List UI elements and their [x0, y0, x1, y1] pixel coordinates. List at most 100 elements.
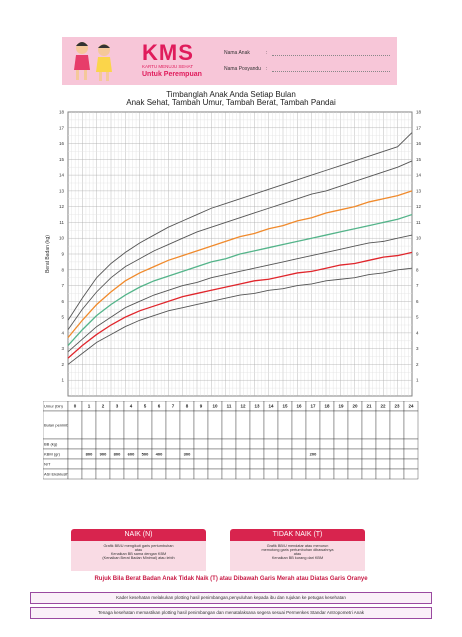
month-label: 0 — [74, 404, 77, 409]
table-cell — [375, 448, 391, 460]
children-illustration — [74, 42, 112, 81]
name-label: Nama Anak — [224, 50, 250, 56]
table-cell — [263, 438, 279, 450]
table-cell — [235, 438, 251, 450]
table-cell — [361, 468, 377, 480]
table-cell — [375, 410, 391, 440]
table-cell — [389, 410, 405, 440]
y-tick-left: 6 — [61, 299, 64, 304]
y-tick-right: 16 — [416, 141, 422, 146]
naik-box: Grafik BB/U mengikuti garis pertumbuhan … — [71, 541, 206, 571]
month-label: 4 — [130, 404, 133, 409]
growth-curve-2 — [67, 190, 413, 339]
month-label: 12 — [240, 404, 246, 409]
table-cell — [137, 410, 153, 440]
table-cell — [347, 448, 363, 460]
table-cell — [95, 438, 111, 450]
table-cell — [165, 468, 181, 480]
y-tick-right: 18 — [416, 110, 422, 115]
table-cell — [179, 410, 195, 440]
table-cell — [109, 468, 125, 480]
y-tick-left: 10 — [59, 236, 65, 241]
table-cell — [319, 458, 335, 470]
parent-field[interactable] — [272, 71, 390, 72]
table-cell — [305, 468, 321, 480]
table-cell — [277, 448, 293, 460]
kbm-value: 800 — [86, 452, 93, 457]
table-cell — [291, 448, 307, 460]
table-cell — [403, 458, 419, 470]
row-label: ASI Eksklusif — [44, 472, 68, 477]
y-tick-left: 1 — [61, 378, 64, 383]
table-cell — [389, 438, 405, 450]
header-banner — [62, 37, 397, 85]
table-cell — [109, 458, 125, 470]
table-cell — [333, 410, 349, 440]
row-label: N/T — [44, 462, 51, 467]
table-cell — [67, 448, 83, 460]
table-cell — [319, 438, 335, 450]
table-cell — [235, 458, 251, 470]
y-tick-right: 10 — [416, 236, 422, 241]
table-cell — [361, 438, 377, 450]
table-cell — [347, 458, 363, 470]
table-cell — [361, 448, 377, 460]
table-cell — [193, 458, 209, 470]
table-cell — [137, 458, 153, 470]
month-label: 23 — [394, 404, 400, 409]
tn-line2: memotong garis pertumbuhan dibawahnya — [261, 548, 334, 552]
kbm-value: 900 — [100, 452, 107, 457]
table-cell — [291, 438, 307, 450]
table-cell — [347, 410, 363, 440]
name-field[interactable] — [272, 55, 390, 56]
table-cell — [403, 448, 419, 460]
growth-curve-5 — [67, 251, 413, 359]
parent-colon: : — [266, 66, 268, 72]
month-label: 3 — [116, 404, 119, 409]
title-line1: Timbanglah Anak Anda Setiap Bulan — [166, 90, 296, 99]
month-label: 11 — [227, 404, 232, 409]
table-cell — [67, 438, 83, 450]
table-cell — [193, 468, 209, 480]
kbm-value: 200 — [310, 452, 317, 457]
table-cell — [81, 458, 97, 470]
table-cell — [165, 448, 181, 460]
y-tick-left: 12 — [59, 204, 65, 209]
y-tick-left: 7 — [61, 283, 64, 288]
note-cadre: Kader kesehatan melakukan plotting hasil… — [30, 592, 432, 604]
table-cell — [179, 468, 195, 480]
table-cell — [81, 468, 97, 480]
table-cell — [151, 410, 167, 440]
growth-curve-1 — [67, 160, 413, 330]
table-cell — [249, 468, 265, 480]
y-tick-right: 13 — [416, 188, 422, 193]
y-tick-left: 15 — [59, 157, 65, 162]
row-label: Bulan penimbangan — [44, 423, 80, 428]
y-tick-left: 17 — [59, 125, 65, 130]
month-label: 24 — [408, 404, 414, 409]
table-cell — [319, 468, 335, 480]
table-cell — [375, 468, 391, 480]
month-label: 15 — [282, 404, 288, 409]
title-line2: Anak Sehat, Tambah Umur, Tambah Berat, T… — [126, 98, 336, 107]
tn-line3: atau — [293, 552, 302, 556]
month-label: 18 — [324, 404, 330, 409]
y-tick-left: 13 — [59, 188, 65, 193]
table-cell — [109, 438, 125, 450]
table-cell — [347, 438, 363, 450]
parent-label: Nama Posyandu — [224, 66, 261, 72]
y-tick-left: 4 — [61, 330, 64, 335]
table-cell — [249, 438, 265, 450]
tn-line1: Grafik BB/U mendatar atau menurun — [266, 544, 329, 548]
kbm-value: 500 — [142, 452, 149, 457]
table-cell — [333, 458, 349, 470]
table-cell — [95, 410, 111, 440]
table-cell — [305, 458, 321, 470]
table-cell — [151, 468, 167, 480]
y-tick-left: 8 — [61, 267, 64, 272]
table-cell — [137, 468, 153, 480]
table-cell — [375, 458, 391, 470]
table-cell — [151, 458, 167, 470]
y-tick-right: 5 — [416, 315, 419, 320]
